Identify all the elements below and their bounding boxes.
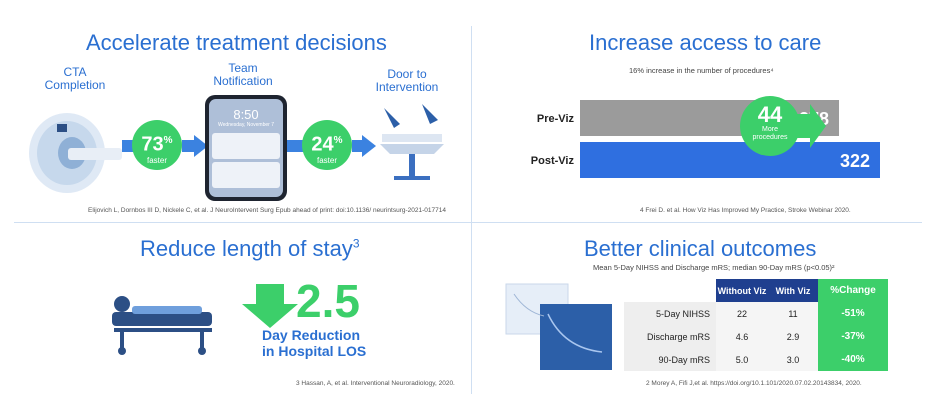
header-without-viz: Without Viz: [716, 279, 768, 302]
header-with-viz: With Viz: [768, 279, 818, 302]
monitor-chart-icon: [505, 283, 612, 370]
table-row: Discharge mRS 4.6 2.9 -37%: [624, 325, 888, 348]
q1-title: Accelerate treatment decisions: [86, 30, 387, 55]
operating-table-icon: [380, 104, 444, 180]
row-change: -51%: [818, 302, 888, 325]
row-label: Discharge mRS: [624, 325, 716, 348]
q3-title: Reduce length of stay3: [140, 236, 360, 262]
circle2-unit: %: [333, 135, 343, 146]
q2-reference: 4 Frei D. et al. How Viz Has Improved My…: [640, 207, 851, 214]
more-procedures-badge: [740, 96, 826, 156]
circle1-value: 73: [141, 133, 164, 156]
circle2-value: 24: [311, 133, 334, 156]
bar-value-label: 322: [840, 151, 870, 171]
flow-arrowhead-1: [194, 135, 208, 157]
step-cta-label: CTA Completion: [44, 65, 106, 92]
circle1-label: faster: [146, 155, 167, 165]
phone-date: Wednesday, November 7: [218, 122, 274, 128]
table-row: 5-Day NIHSS 22 11 -51%: [624, 302, 888, 325]
q4-reference: 2 Morey A, Fifi J,et al. https://doi.org…: [646, 380, 862, 387]
badge-value: 44: [757, 102, 783, 127]
flow-arrow-2: [182, 140, 196, 152]
outcomes-table: Without Viz With Viz %Change 5-Day NIHSS…: [624, 279, 888, 371]
q4-title: Better clinical outcomes: [584, 236, 817, 261]
row-without: 22: [716, 302, 768, 325]
step-team-label: Team Notification: [213, 61, 273, 88]
row-without: 4.6: [716, 325, 768, 348]
reduction-value: 2.5: [296, 275, 360, 327]
q3-title-text: Reduce length of stay: [140, 236, 353, 261]
q3-title-sup: 3: [352, 236, 360, 251]
flow-arrow-4: [352, 140, 364, 152]
flow-arrowhead-2: [362, 135, 376, 157]
circle-73-faster: 73% faster: [132, 120, 182, 170]
circle-24-faster: 24% faster: [302, 120, 352, 170]
badge-text: 44 More procedures: [746, 104, 794, 142]
circle1-unit: %: [163, 135, 173, 146]
row-label: 90-Day mRS: [624, 348, 716, 371]
row-without: 5.0: [716, 348, 768, 371]
bar-post-viz: [580, 142, 880, 178]
q2-subtitle: 16% increase in the number of procedures…: [629, 66, 774, 75]
hospital-bed-icon: [112, 296, 212, 355]
row-with: 2.9: [768, 325, 818, 348]
row-change: -37%: [818, 325, 888, 348]
row-with: 3.0: [768, 348, 818, 371]
reduction-line1: Day Reduction: [262, 327, 361, 343]
row-with: 11: [768, 302, 818, 325]
q1-reference: Elijovich L, Dornbos III D, Nickele C, e…: [88, 207, 446, 214]
bar-category-label: Pre-Viz: [537, 113, 575, 125]
q3-reference: 3 Hassan, A, et al. Interventional Neuro…: [296, 380, 455, 387]
phone-time: 8:50: [233, 107, 259, 122]
row-change: -40%: [818, 348, 888, 371]
q4-subtitle: Mean 5-Day NIHSS and Discharge mRS; medi…: [593, 263, 835, 272]
vertical-divider: [471, 26, 472, 394]
phone-icon: 8:50 Wednesday, November 7: [205, 95, 287, 201]
step-door-label: Door to Intervention: [375, 67, 439, 94]
down-arrow-icon: [242, 284, 298, 328]
badge-label-more: More: [762, 126, 778, 133]
row-label: 5-Day NIHSS: [624, 302, 716, 325]
q2-title: Increase access to care: [589, 30, 822, 55]
reduction-line2: in Hospital LOS: [262, 343, 367, 359]
ct-scanner-icon: [29, 113, 122, 193]
circle2-label: faster: [316, 155, 337, 165]
horizontal-divider: [14, 222, 922, 223]
table-row: 90-Day mRS 5.0 3.0 -40%: [624, 348, 888, 371]
bar-category-label: Post-Viz: [531, 155, 575, 167]
badge-label-procedures: procedures: [752, 134, 788, 141]
header-change: %Change: [818, 279, 888, 302]
